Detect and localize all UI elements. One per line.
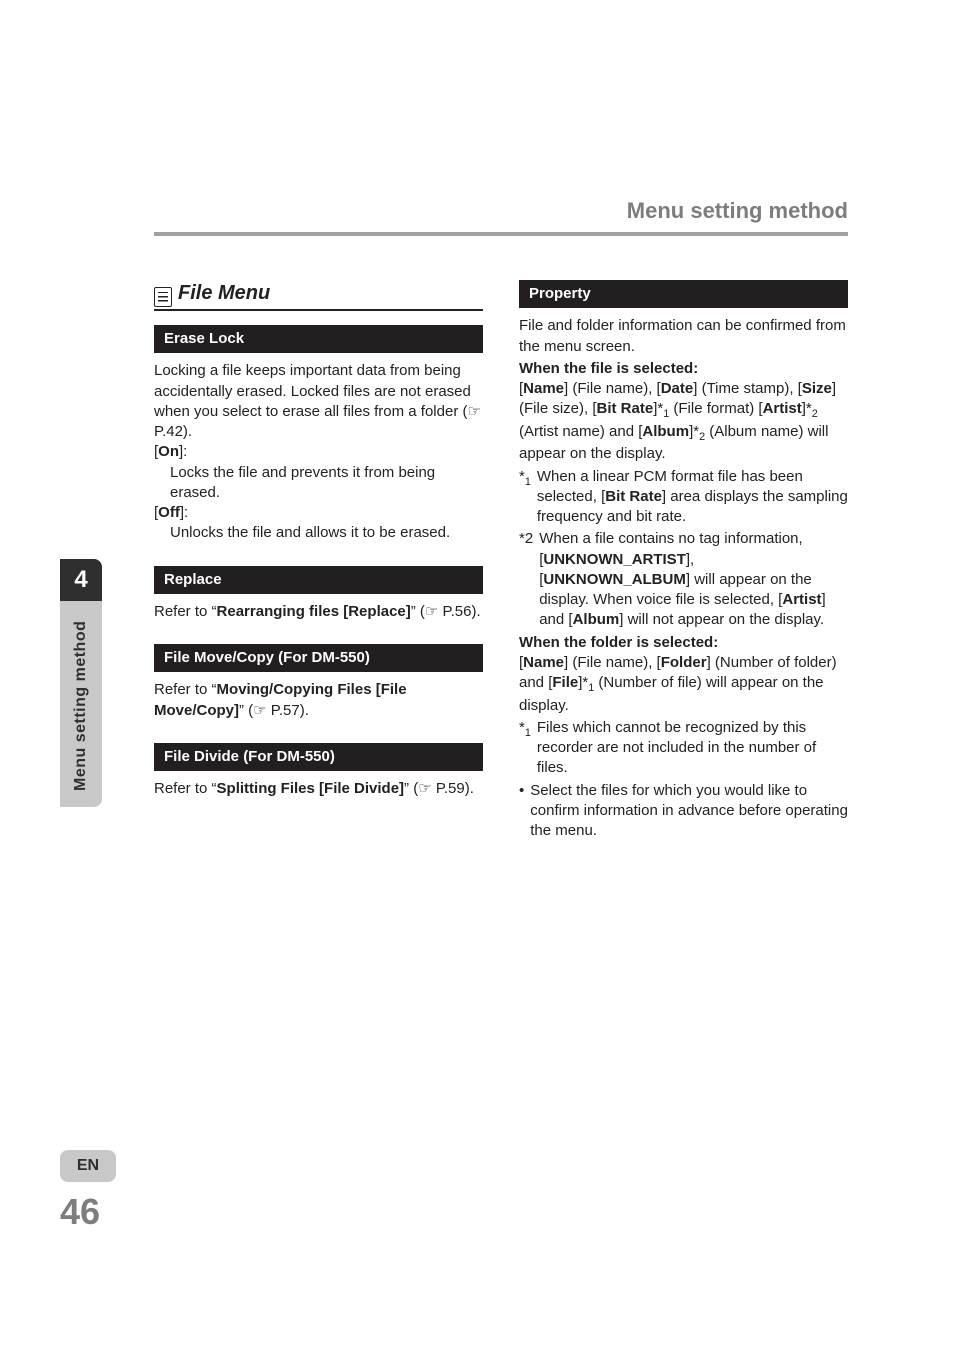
right-column: Property File and folder information can… xyxy=(519,280,848,841)
replace-suffix: ” (☞ P.56). xyxy=(411,603,481,620)
t4: (File format) [ xyxy=(669,400,762,417)
kw-date: Date xyxy=(661,380,694,397)
s2-b1: UNKNOWN_ARTIST xyxy=(543,551,686,568)
star1b-text: Files which cannot be recognized by this… xyxy=(537,718,848,779)
s2-post: ] will not appear on the display. xyxy=(619,611,824,628)
divide-suffix: ” (☞ P.59). xyxy=(404,780,474,797)
star1b-row: *1 Files which cannot be recognized by t… xyxy=(519,718,848,779)
file-menu-heading: File Menu xyxy=(154,280,483,311)
lang-badge: EN xyxy=(60,1150,116,1182)
property-bar: Property xyxy=(519,280,848,308)
header-rule xyxy=(154,232,848,236)
replace-body: Refer to “Rearranging files [Replace]” (… xyxy=(154,602,483,622)
kw-size: Size xyxy=(802,380,832,397)
chapter-number: 4 xyxy=(60,559,102,601)
movecopy-body: Refer to “Moving/Copying Files [File Mov… xyxy=(154,680,483,721)
star1a-text: When a linear PCM format file has been s… xyxy=(537,467,848,528)
folder-line: [Name] (File name), [Folder] (Number of … xyxy=(519,653,848,716)
erase-lock-block: Erase Lock Locking a file keeps importan… xyxy=(154,325,483,544)
t5: (Artist name) and [ xyxy=(519,423,642,440)
star2-mark: *2 xyxy=(519,529,533,630)
divide-bar: File Divide (For DM-550) xyxy=(154,743,483,771)
f-b3: File xyxy=(552,674,578,691)
replace-bar: Replace xyxy=(154,566,483,594)
when-folder-heading: When the folder is selected: xyxy=(519,633,848,653)
divide-prefix: Refer to “ xyxy=(154,780,217,797)
s2-b4: Album xyxy=(573,611,620,628)
f-m1: ] (File name), [ xyxy=(564,654,661,671)
t1: ] (File name), [ xyxy=(564,380,661,397)
page-title: Menu setting method xyxy=(627,196,848,226)
erase-lock-off: [Off]: xyxy=(154,503,483,523)
side-tab: 4 Menu setting method xyxy=(60,559,102,807)
when-file-heading-text: When the file is selected: xyxy=(519,360,698,377)
replace-block: Replace Refer to “Rearranging files [Rep… xyxy=(154,566,483,623)
property-intro: File and folder information can be confi… xyxy=(519,316,848,357)
file-icon xyxy=(154,287,172,307)
f-b2: Folder xyxy=(661,654,707,671)
kw-artist: Artist xyxy=(763,400,802,417)
erase-lock-on: [On]: xyxy=(154,442,483,462)
movecopy-suffix: ” (☞ P.57). xyxy=(239,702,309,719)
star2-row: *2 When a file contains no tag informati… xyxy=(519,529,848,630)
divide-block: File Divide (For DM-550) Refer to “Split… xyxy=(154,743,483,800)
file-line: [Name] (File name), [Date] (Time stamp),… xyxy=(519,379,848,465)
side-tab-label: Menu setting method xyxy=(60,615,102,797)
on-label: On xyxy=(158,443,179,460)
movecopy-prefix: Refer to “ xyxy=(154,681,217,698)
left-column: File Menu Erase Lock Locking a file keep… xyxy=(154,280,483,841)
t2: ] (Time stamp), [ xyxy=(693,380,802,397)
divide-bold: Splitting Files [File Divide] xyxy=(217,780,405,797)
bullet-row: • Select the files for which you would l… xyxy=(519,781,848,842)
when-folder-heading-text: When the folder is selected: xyxy=(519,634,718,651)
movecopy-block: File Move/Copy (For DM-550) Refer to “Mo… xyxy=(154,644,483,721)
erase-lock-body: Locking a file keeps important data from… xyxy=(154,361,483,442)
s2-b3: Artist xyxy=(782,591,821,608)
replace-prefix: Refer to “ xyxy=(154,603,217,620)
f-b1: Name xyxy=(523,654,564,671)
erase-lock-off-text: Unlocks the file and allows it to be era… xyxy=(154,523,483,543)
bullet-text: Select the files for which you would lik… xyxy=(530,781,848,842)
when-file-heading: When the file is selected: xyxy=(519,359,848,379)
star1b-mark: *1 xyxy=(519,718,531,779)
bullet-mark: • xyxy=(519,781,524,842)
s2-b2: UNKNOWN_ALBUM xyxy=(543,571,686,588)
star1a-mark: *1 xyxy=(519,467,531,528)
kw-album: Album xyxy=(642,423,689,440)
erase-lock-on-text: Locks the file and prevents it from bein… xyxy=(154,463,483,504)
star2-text: When a file contains no tag information,… xyxy=(539,529,848,630)
file-menu-heading-text: File Menu xyxy=(178,280,270,307)
kw-bitrate: Bit Rate xyxy=(597,400,654,417)
divide-body: Refer to “Splitting Files [File Divide]”… xyxy=(154,779,483,799)
kw-name: Name xyxy=(523,380,564,397)
replace-bold: Rearranging files [Replace] xyxy=(217,603,411,620)
content-area: File Menu Erase Lock Locking a file keep… xyxy=(154,280,848,841)
movecopy-bar: File Move/Copy (For DM-550) xyxy=(154,644,483,672)
page-number: 46 xyxy=(60,1188,100,1237)
off-label: Off xyxy=(158,504,180,521)
star1a-row: *1 When a linear PCM format file has bee… xyxy=(519,467,848,528)
erase-lock-bar: Erase Lock xyxy=(154,325,483,353)
s1a-bold: Bit Rate xyxy=(605,488,662,505)
